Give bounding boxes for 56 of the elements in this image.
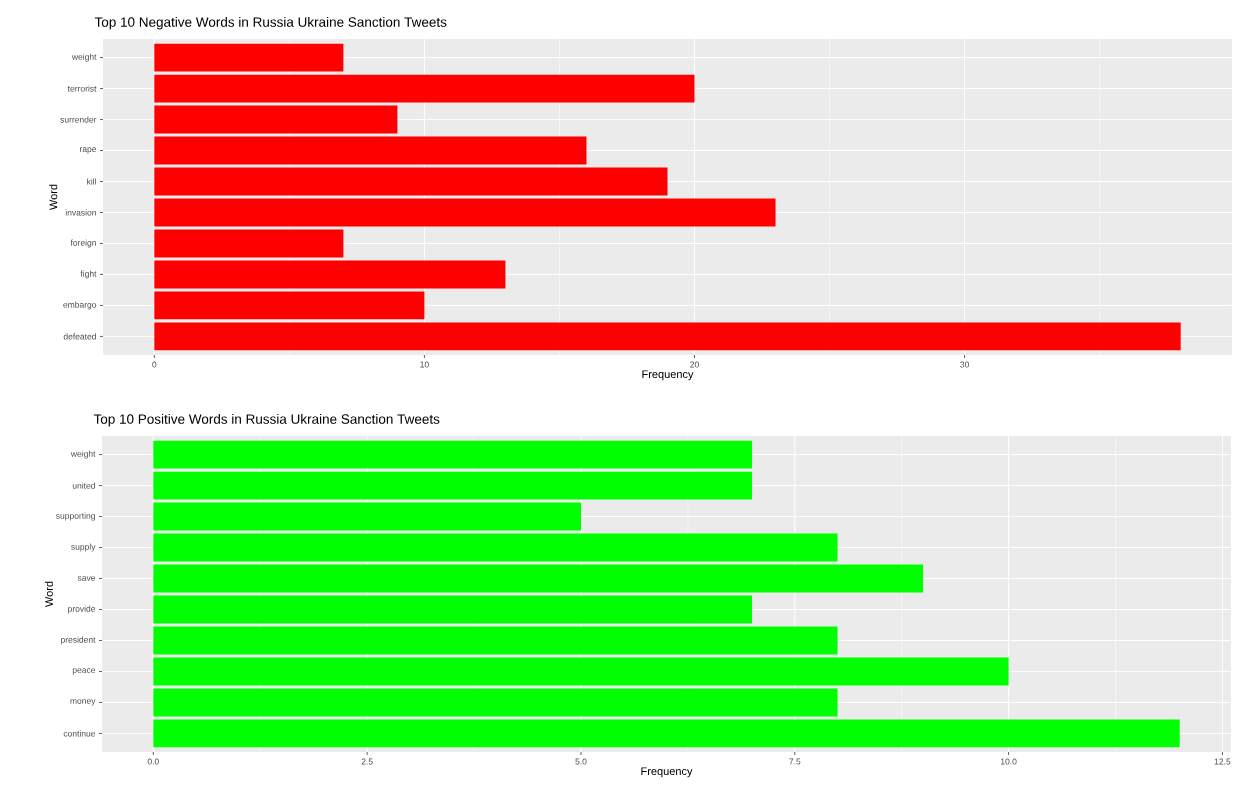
y-tick-label: foreign [70,239,96,248]
x-axis-title: Frequency [642,370,694,381]
y-tick-label: peace [72,668,96,675]
bar [154,322,1181,351]
bar [153,626,838,655]
y-tick-label: money [70,699,96,706]
bar [154,74,695,103]
bar [154,291,425,320]
bar [154,229,344,258]
x-tick-label: 7.5 [789,758,801,765]
bar [154,198,776,227]
bar [153,533,838,562]
x-tick-label: 12.5 [1214,758,1231,765]
y-tick-label: provide [68,605,96,614]
bar [154,167,668,196]
y-tick-label: save [77,576,96,581]
y-tick-label: fight [80,270,97,279]
y-tick-label: continue [63,730,96,737]
y-tick-label: defeated [63,333,96,340]
y-tick-label: rape [80,147,97,154]
y-tick-label: president [61,636,96,645]
x-tick-label: 20 [690,361,699,368]
y-tick-label: weight [71,53,97,62]
y-tick-label: kill [87,178,96,185]
bar [154,43,344,72]
chart-title: Top 10 Positive Words in Russia Ukraine Sanction Tweets [93,413,440,427]
bar [153,471,753,500]
bar [154,260,506,289]
bar [154,136,587,165]
y-axis-title: Word [49,184,58,210]
bar [153,657,1009,686]
bar [153,595,753,624]
y-axis-title: Word [44,581,53,607]
y-tick-label: supporting [56,512,95,521]
x-tick-label: 0.0 [147,758,159,765]
y-tick-label: supply [71,543,96,552]
y-tick-label: weight [70,450,96,459]
bar [153,719,1180,748]
bar [153,440,753,469]
x-axis-title: Frequency [641,767,693,778]
bar [153,564,924,593]
x-tick-label: 5.0 [575,758,587,765]
y-tick-label: embargo [63,301,97,310]
y-tick-label: surrender [60,116,97,123]
bar [154,105,398,134]
y-tick-label: terrorist [67,85,97,92]
y-tick-label: invasion [65,209,96,216]
bar [153,688,838,717]
x-tick-label: 30 [960,361,969,368]
bar [153,502,581,531]
x-tick-label: 2.5 [361,758,373,765]
x-tick-label: 0 [152,361,157,368]
y-tick-label: united [72,482,95,489]
x-tick-label: 10.0 [1001,758,1017,765]
x-tick-label: 10 [420,361,429,368]
chart-title: Top 10 Negative Words in Russia Ukraine Sanction Tweets [94,16,447,30]
